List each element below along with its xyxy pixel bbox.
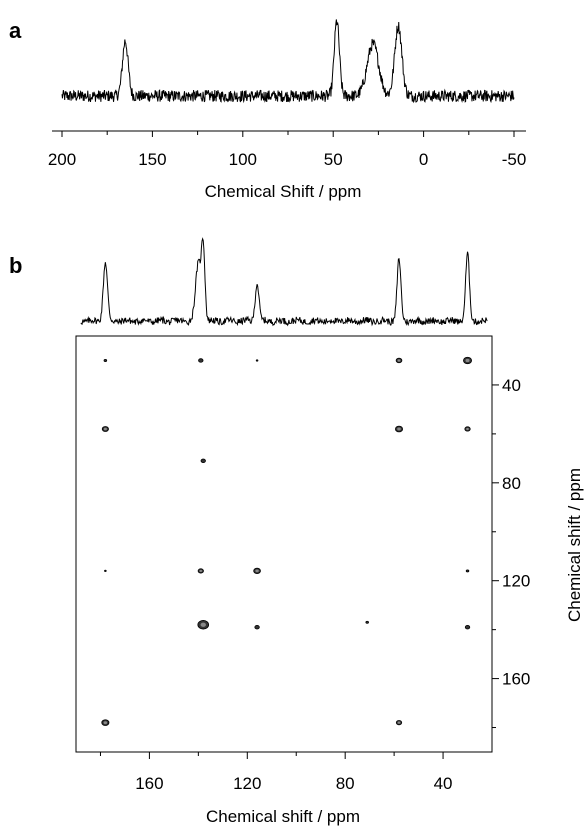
panel-a-x-tick-label: 100 bbox=[229, 150, 257, 169]
panel-a-x-tick-label: 150 bbox=[138, 150, 166, 169]
panel-b-x-axis-title: Chemical shift / ppm bbox=[206, 807, 360, 826]
panel-a-x-ticks: 200 150 100 50 0 -50 bbox=[48, 131, 526, 169]
panel-b-x-ticks: 160 120 80 40 bbox=[99, 752, 453, 793]
panel-b-y-axis-title: Chemical shift / ppm bbox=[565, 468, 584, 622]
panel-a-chart: 200 150 100 50 0 -50 Chemical Shift / ppm bbox=[48, 19, 526, 201]
panel-b-cross-peak-core bbox=[397, 427, 401, 431]
panel-a-x-tick-label: 200 bbox=[48, 150, 76, 169]
panel-b-cross-peak-core bbox=[397, 721, 401, 724]
panel-b-cross-peak-core bbox=[199, 569, 203, 572]
panel-b-cross-peak bbox=[254, 625, 260, 630]
panel-b-y-tick-label: 160 bbox=[502, 670, 530, 689]
panel-b-chart: 160 120 80 40 40 80 120 160 Chemical shift / p… bbox=[75, 237, 584, 826]
panel-b-cross-peak bbox=[255, 359, 259, 362]
panel-b-cross-peak bbox=[198, 358, 204, 363]
panel-b-cross-peak-core bbox=[465, 358, 470, 363]
panel-b-cross-peak bbox=[104, 569, 107, 573]
panel-b-cross-peak-core bbox=[200, 622, 206, 627]
panel-b-y-tick-label: 80 bbox=[502, 474, 521, 493]
panel-b-x-tick-label: 160 bbox=[135, 774, 163, 793]
panel-b-cross-peak-core bbox=[255, 569, 259, 573]
panel-a-label: a bbox=[9, 18, 22, 43]
panel-b-x-tick-label: 120 bbox=[233, 774, 261, 793]
panel-a-x-axis-title: Chemical Shift / ppm bbox=[205, 182, 362, 201]
panel-b-cross-peak bbox=[465, 569, 470, 573]
panel-b-cross-peak-core bbox=[397, 359, 401, 362]
panel-b-x-tick-label: 40 bbox=[434, 774, 453, 793]
panel-b-x-tick-label: 80 bbox=[336, 774, 355, 793]
panel-a-x-tick-label: 0 bbox=[419, 150, 428, 169]
panel-b-cross-peak bbox=[200, 458, 206, 463]
panel-b-y-tick-label: 40 bbox=[502, 376, 521, 395]
panel-b-y-tick-label: 120 bbox=[502, 572, 530, 591]
panel-b-cross-peaks bbox=[101, 356, 472, 726]
panel-b-cross-peak bbox=[464, 625, 471, 630]
panel-b-projection-line bbox=[80, 237, 488, 327]
panel-a-spectrum-line bbox=[61, 19, 515, 104]
panel-b-plot-frame bbox=[75, 335, 493, 753]
panel-b-cross-peak-core bbox=[103, 721, 108, 725]
panel-a-x-tick-label: 50 bbox=[324, 150, 343, 169]
panel-b-cross-peak bbox=[103, 358, 108, 362]
panel-b-y-ticks: 40 80 120 160 bbox=[492, 376, 530, 729]
panel-b-label: b bbox=[9, 253, 22, 278]
panel-b-cross-peak-core bbox=[466, 427, 469, 431]
panel-a-x-tick-label: -50 bbox=[502, 150, 527, 169]
panel-b-cross-peak-core bbox=[103, 427, 107, 431]
panel-b-cross-peak bbox=[365, 620, 369, 624]
